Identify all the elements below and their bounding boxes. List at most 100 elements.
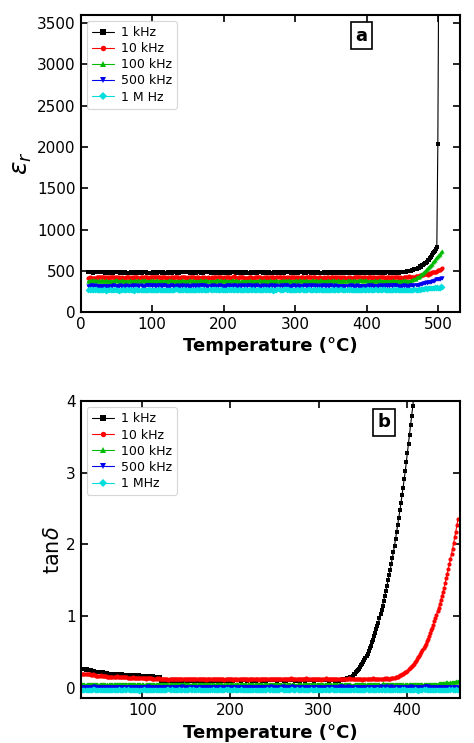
- Line: 1 M Hz: 1 M Hz: [86, 284, 444, 293]
- Line: 100 kHz: 100 kHz: [86, 249, 444, 284]
- 1 MHz: [441, 686, 447, 695]
- 10 kHz: [440, 588, 446, 597]
- 10 kHz: [273, 273, 279, 282]
- 1 kHz: [248, 267, 254, 276]
- 100 kHz: [295, 276, 301, 285]
- 1 M Hz: [438, 282, 444, 291]
- 500 kHz: [179, 282, 185, 291]
- 1 kHz: [425, 256, 430, 265]
- 1 kHz: [179, 267, 185, 276]
- 100 kHz: [180, 679, 185, 688]
- 10 kHz: [80, 669, 85, 678]
- Y-axis label: tan$\delta$: tan$\delta$: [43, 526, 63, 574]
- 500 kHz: [80, 683, 85, 692]
- 1 MHz: [280, 686, 285, 695]
- X-axis label: Temperature (°C): Temperature (°C): [183, 724, 357, 742]
- 500 kHz: [180, 682, 185, 691]
- 100 kHz: [249, 276, 255, 285]
- 10 kHz: [294, 273, 300, 282]
- 500 kHz: [441, 683, 447, 692]
- 1 M Hz: [439, 282, 445, 291]
- Text: b: b: [377, 413, 391, 431]
- 100 kHz: [253, 680, 258, 689]
- 500 kHz: [438, 273, 444, 282]
- Y-axis label: $\varepsilon_r$: $\varepsilon_r$: [10, 152, 34, 175]
- 10 kHz: [435, 266, 441, 275]
- 1 kHz: [360, 269, 365, 278]
- 1 kHz: [440, 25, 446, 34]
- 500 kHz: [452, 683, 457, 692]
- 500 kHz: [280, 682, 285, 691]
- Legend: 1 kHz, 10 kHz, 100 kHz, 500 kHz, 1 MHz: 1 kHz, 10 kHz, 100 kHz, 500 kHz, 1 MHz: [87, 407, 177, 495]
- 10 kHz: [439, 264, 445, 273]
- 500 kHz: [253, 682, 258, 691]
- 1 kHz: [80, 664, 85, 673]
- 1 kHz: [435, 140, 441, 149]
- 100 kHz: [80, 679, 85, 688]
- 1 kHz: [294, 268, 300, 277]
- 500 kHz: [439, 273, 445, 282]
- 1 M Hz: [249, 286, 255, 295]
- 500 kHz: [294, 282, 300, 291]
- Text: a: a: [355, 27, 367, 45]
- 1 M Hz: [274, 285, 280, 293]
- 100 kHz: [451, 678, 456, 687]
- 100 kHz: [179, 276, 185, 285]
- 100 kHz: [274, 276, 280, 285]
- Line: 1 MHz: 1 MHz: [80, 687, 460, 692]
- 1 MHz: [455, 685, 461, 694]
- 500 kHz: [248, 281, 254, 290]
- 1 M Hz: [85, 285, 91, 294]
- 1 M Hz: [132, 286, 137, 295]
- Line: 10 kHz: 10 kHz: [80, 517, 460, 682]
- 100 kHz: [435, 252, 441, 261]
- 10 kHz: [85, 273, 91, 282]
- 100 kHz: [439, 247, 445, 256]
- 100 kHz: [440, 678, 446, 687]
- 100 kHz: [455, 676, 461, 685]
- 10 kHz: [180, 675, 185, 684]
- 1 kHz: [85, 267, 91, 276]
- Legend: 1 kHz, 10 kHz, 100 kHz, 500 kHz, 1 M Hz: 1 kHz, 10 kHz, 100 kHz, 500 kHz, 1 M Hz: [87, 21, 177, 108]
- 1 MHz: [452, 686, 457, 695]
- 1 M Hz: [425, 284, 430, 293]
- 1 kHz: [254, 676, 260, 685]
- 100 kHz: [425, 263, 430, 272]
- 500 kHz: [422, 681, 428, 690]
- 1 MHz: [180, 686, 185, 695]
- 1 M Hz: [295, 285, 301, 294]
- 1 M Hz: [435, 283, 441, 292]
- 1 kHz: [181, 676, 186, 685]
- 10 kHz: [455, 515, 461, 524]
- 100 kHz: [340, 681, 346, 690]
- 100 kHz: [237, 277, 243, 286]
- 10 kHz: [451, 539, 456, 548]
- 10 kHz: [425, 270, 430, 279]
- 10 kHz: [328, 274, 333, 283]
- 500 kHz: [316, 684, 322, 692]
- 10 kHz: [245, 675, 251, 684]
- 1 MHz: [415, 687, 421, 695]
- 500 kHz: [295, 281, 301, 290]
- 1 MHz: [253, 685, 258, 694]
- Line: 500 kHz: 500 kHz: [86, 276, 444, 288]
- 10 kHz: [281, 675, 286, 684]
- 1 M Hz: [180, 286, 186, 295]
- 500 kHz: [435, 275, 441, 284]
- Line: 1 kHz: 1 kHz: [80, 0, 460, 683]
- 1 kHz: [302, 676, 308, 685]
- Line: 1 kHz: 1 kHz: [86, 0, 444, 276]
- 10 kHz: [302, 675, 308, 684]
- 500 kHz: [425, 278, 430, 287]
- 1 MHz: [301, 685, 307, 694]
- 100 kHz: [85, 276, 91, 285]
- 10 kHz: [179, 273, 185, 282]
- 1 kHz: [175, 677, 181, 686]
- 500 kHz: [301, 683, 307, 692]
- 500 kHz: [455, 683, 461, 692]
- 500 kHz: [85, 282, 91, 291]
- X-axis label: Temperature (°C): Temperature (°C): [183, 337, 357, 355]
- 500 kHz: [273, 281, 279, 290]
- Line: 10 kHz: 10 kHz: [86, 267, 444, 280]
- 1 kHz: [273, 268, 279, 277]
